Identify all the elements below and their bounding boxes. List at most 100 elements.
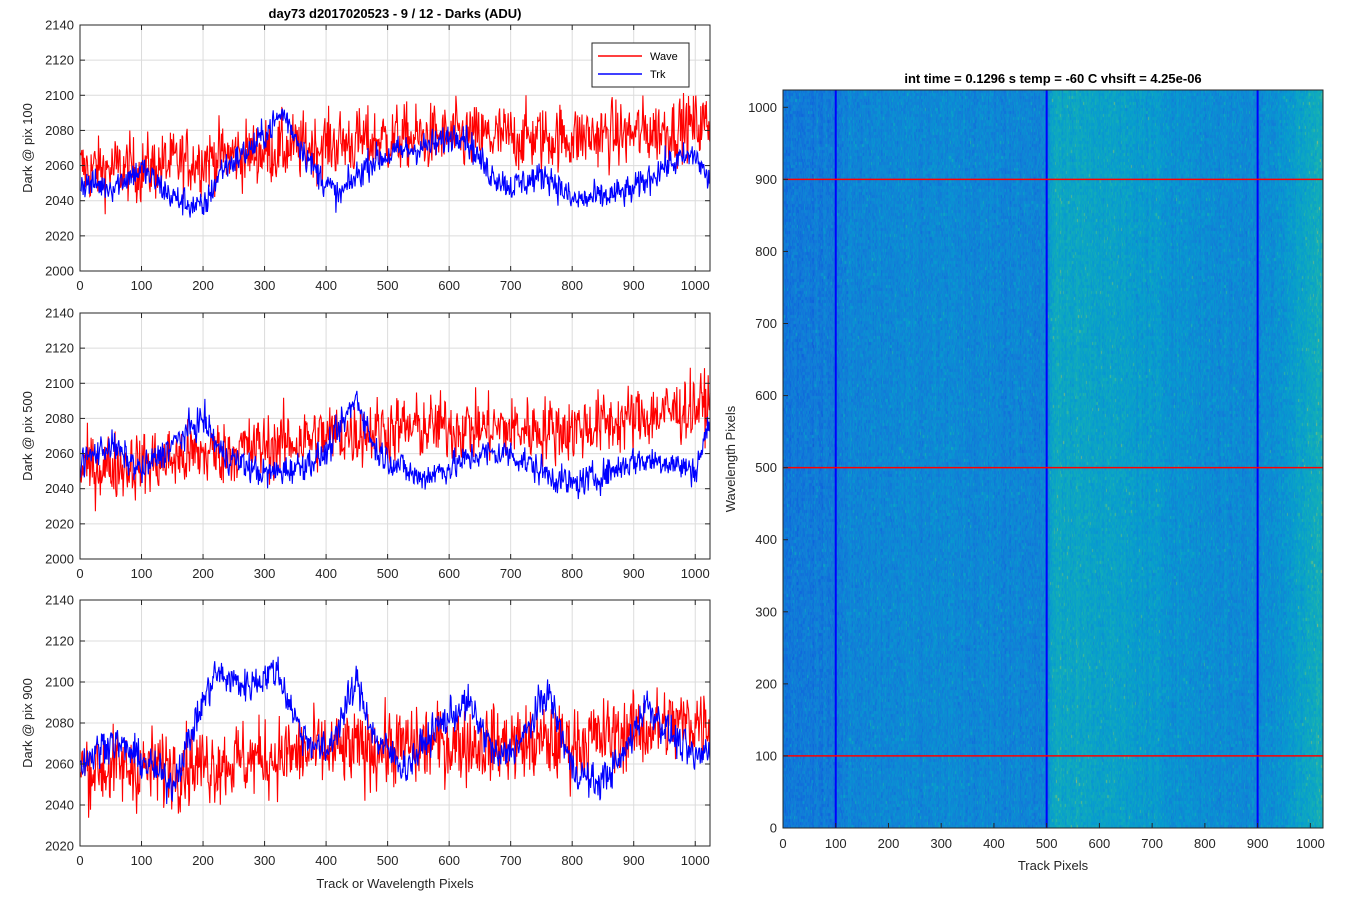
series-line-wave: [80, 687, 711, 818]
y-tick-label: 2000: [45, 552, 74, 567]
line-chart-3: 0 100 200 300 400 500 600 700 800 900 1000 2020 2040…: [20, 593, 711, 891]
y-tick-label: 0: [770, 821, 777, 836]
x-tick-label: 800: [561, 853, 583, 868]
y-tick-label: 2020: [45, 516, 74, 531]
y-tick-label: 100: [755, 748, 777, 763]
x-tick-label: 500: [377, 853, 399, 868]
x-tick-label: 1000: [1296, 836, 1325, 851]
x-tick-label: 200: [192, 278, 214, 293]
x-tick-label: 800: [1194, 836, 1216, 851]
heatmap-image: [783, 90, 1323, 828]
y-tick-label: 2080: [45, 716, 74, 731]
x-tick-label: 400: [315, 566, 337, 581]
series-line-trk: [80, 390, 711, 500]
x-tick-label: 700: [1141, 836, 1163, 851]
x-tick-label: 300: [254, 566, 276, 581]
y-tick-label: 500: [755, 460, 777, 475]
x-tick-label: 100: [131, 853, 153, 868]
series-line-trk: [80, 656, 711, 805]
heatmap-y-axis-label: Wavelength Pixels: [723, 405, 738, 512]
y-tick-label: 2140: [45, 593, 74, 608]
x-tick-label: 1000: [681, 566, 710, 581]
series-line-wave: [80, 92, 711, 215]
x-tick-label: 100: [825, 836, 847, 851]
heatmap-x-axis-label: Track Pixels: [1018, 858, 1089, 873]
figure-title: day73 d2017020523 - 9 / 12 - Darks (ADU): [269, 6, 522, 21]
y-tick-label: 2140: [45, 18, 74, 33]
y-tick-label: 2000: [45, 264, 74, 279]
x-tick-label: 400: [983, 836, 1005, 851]
x-tick-label: 0: [76, 278, 83, 293]
y-tick-label: 2040: [45, 481, 74, 496]
y-tick-label: 700: [755, 316, 777, 331]
y-tick-label: 2060: [45, 158, 74, 173]
axes-frame: [79, 24, 711, 272]
x-tick-label: 600: [1089, 836, 1111, 851]
y-tick-label: 300: [755, 604, 777, 619]
x-tick-label: 200: [192, 853, 214, 868]
y-tick-label: 2040: [45, 798, 74, 813]
y-axis-label: Dark @ pix 100: [20, 103, 35, 193]
y-tick-label: 2140: [45, 306, 74, 321]
heatmap-chart: int time = 0.1296 s temp = -60 C vhsift …: [723, 71, 1325, 873]
x-tick-label: 100: [131, 278, 153, 293]
x-tick-label: 600: [438, 853, 460, 868]
y-tick-label: 2120: [45, 634, 74, 649]
x-tick-label: 300: [930, 836, 952, 851]
line-chart-1: 0 100 200 300 400 500 600 700 800 900 1000 2000 2020…: [20, 18, 711, 293]
y-tick-label: 2100: [45, 88, 74, 103]
line-chart-2: 0 100 200 300 400 500 600 700 800 900 1000 2000 2020…: [20, 306, 711, 581]
x-tick-label: 100: [131, 566, 153, 581]
y-tick-label: 2040: [45, 193, 74, 208]
x-tick-label: 700: [500, 853, 522, 868]
y-tick-label: 800: [755, 244, 777, 259]
x-tick-label: 300: [254, 853, 276, 868]
y-tick-label: 2100: [45, 675, 74, 690]
y-tick-label: 2020: [45, 228, 74, 243]
y-axis-label: Dark @ pix 900: [20, 678, 35, 768]
y-tick-label: 2060: [45, 446, 74, 461]
x-tick-label: 900: [623, 853, 645, 868]
y-tick-label: 2060: [45, 757, 74, 772]
series-line-wave: [80, 367, 711, 512]
x-tick-label: 400: [315, 278, 337, 293]
x-tick-label: 400: [315, 853, 337, 868]
x-tick-label: 500: [377, 566, 399, 581]
x-tick-label: 900: [623, 278, 645, 293]
y-tick-label: 1000: [748, 100, 777, 115]
x-tick-label: 0: [76, 566, 83, 581]
x-tick-label: 1000: [681, 853, 710, 868]
x-tick-label: 200: [878, 836, 900, 851]
x-tick-label: 200: [192, 566, 214, 581]
x-tick-label: 900: [623, 566, 645, 581]
y-tick-label: 2080: [45, 411, 74, 426]
legend-label-trk: Trk: [650, 69, 666, 81]
y-tick-label: 2080: [45, 123, 74, 138]
heatmap-canvas: [783, 90, 1323, 828]
x-tick-label: 1000: [681, 278, 710, 293]
x-tick-label: 800: [561, 278, 583, 293]
x-tick-label: 700: [500, 566, 522, 581]
axes-frame: [79, 312, 711, 560]
x-tick-label: 800: [561, 566, 583, 581]
x-tick-label: 0: [779, 836, 786, 851]
y-axis-label: Dark @ pix 500: [20, 391, 35, 481]
y-tick-label: 200: [755, 676, 777, 691]
legend-label-wave: Wave: [650, 51, 678, 63]
x-axis-label: Track or Wavelength Pixels: [316, 876, 474, 891]
y-tick-label: 600: [755, 388, 777, 403]
y-tick-label: 900: [755, 172, 777, 187]
x-tick-label: 0: [76, 853, 83, 868]
x-tick-label: 300: [254, 278, 276, 293]
legend-box: [591, 42, 690, 88]
y-tick-label: 2120: [45, 53, 74, 68]
y-tick-label: 2020: [45, 839, 74, 854]
y-tick-label: 400: [755, 532, 777, 547]
heatmap-title: int time = 0.1296 s temp = -60 C vhsift …: [904, 71, 1201, 86]
legend: Wave Trk: [591, 42, 690, 88]
x-tick-label: 900: [1247, 836, 1269, 851]
series-line-trk: [80, 108, 711, 218]
y-tick-label: 2100: [45, 376, 74, 391]
x-tick-label: 600: [438, 278, 460, 293]
